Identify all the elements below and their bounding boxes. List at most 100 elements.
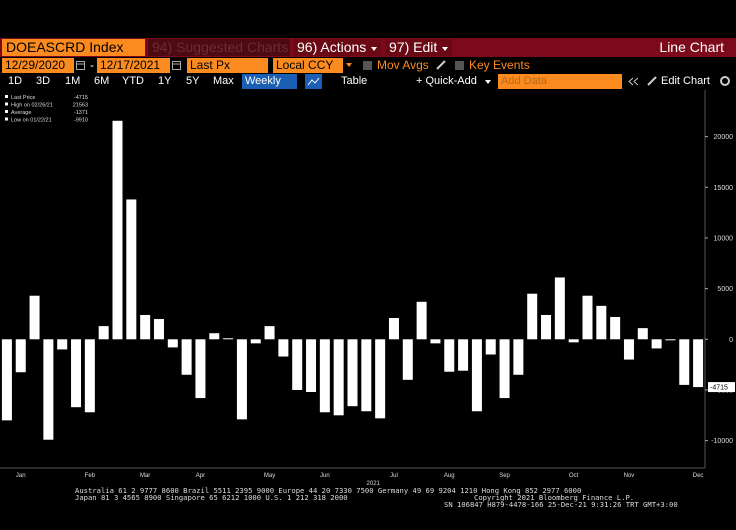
bar	[250, 339, 261, 344]
edit-chart[interactable]: Edit Chart	[661, 75, 710, 87]
bar	[430, 339, 441, 344]
edit-menu[interactable]: 97) Edit	[385, 39, 452, 56]
bar	[84, 339, 95, 413]
bar	[278, 339, 289, 357]
y-tick-label: 15000	[714, 185, 734, 192]
y-tick-label: 10000	[714, 235, 734, 242]
footer-text: Copyright 2021 Bloomberg Finance L.P.	[474, 493, 634, 502]
bar	[112, 120, 123, 340]
bar	[181, 339, 192, 375]
last-price-label: -4715	[710, 385, 728, 392]
y-tick-label: 20000	[714, 134, 734, 141]
bar	[458, 339, 469, 371]
checkbox[interactable]	[363, 61, 372, 70]
mov-avgs[interactable]: Mov Avgs	[377, 58, 429, 72]
bar	[1, 339, 12, 421]
last-price-box	[708, 382, 735, 393]
bar	[610, 317, 621, 340]
table-button[interactable]: Table	[341, 75, 368, 87]
bar	[651, 339, 662, 349]
calendar-icon[interactable]	[172, 60, 181, 70]
bar	[665, 339, 676, 341]
legend-label: Last Price	[11, 95, 35, 101]
y-tick-label: 5000	[717, 286, 733, 293]
bar	[416, 301, 427, 340]
bar	[527, 293, 538, 340]
bar	[57, 339, 68, 350]
suggested-charts[interactable]: 94) Suggested Charts	[148, 39, 290, 56]
bar	[402, 339, 413, 380]
frequency[interactable]: Weekly	[242, 74, 297, 89]
x-tick-label: Dec	[693, 473, 704, 479]
bar	[236, 339, 247, 420]
bar	[223, 338, 234, 340]
checkbox[interactable]	[455, 61, 464, 70]
period-button[interactable]: 6M	[94, 75, 110, 87]
end-date[interactable]: 12/17/2021	[97, 58, 170, 73]
dropdown-arrow[interactable]	[484, 78, 492, 86]
dropdown-arrow	[442, 47, 449, 51]
security-field[interactable]: DOEASCRD Index	[2, 39, 145, 56]
bar	[153, 319, 164, 340]
bar	[582, 295, 593, 340]
legend-label: Low on 01/22/21	[11, 118, 52, 124]
legend-swatch	[5, 117, 8, 121]
legend-swatch	[5, 95, 8, 98]
y-tick-label: 0	[729, 337, 733, 344]
collapse-icon[interactable]	[628, 77, 640, 86]
bar	[98, 326, 109, 340]
legend-label: Average	[11, 110, 31, 116]
period-button[interactable]: 1Y	[158, 75, 172, 87]
actions-menu[interactable]: 96) Actions	[293, 39, 381, 56]
bar	[485, 339, 496, 355]
quick-add[interactable]: + Quick-Add	[416, 75, 477, 87]
bar	[623, 339, 634, 360]
bar	[444, 339, 455, 372]
period-button[interactable]: 5Y	[186, 75, 200, 87]
bar	[471, 339, 482, 412]
bar	[195, 339, 206, 399]
bar	[167, 339, 178, 348]
pencil-icon[interactable]	[647, 76, 657, 86]
period-button[interactable]: 3D	[36, 75, 51, 87]
bar	[126, 199, 137, 340]
bar	[15, 339, 26, 373]
bar	[637, 328, 648, 340]
bar	[306, 339, 317, 392]
bar	[29, 295, 40, 340]
currency-field[interactable]: Local CCY	[273, 58, 343, 73]
year-label: 2021	[367, 481, 381, 487]
bar	[43, 339, 54, 440]
footer-text: SN 106847 H879-4478-166 25-Dec-21 9:31:2…	[444, 500, 678, 509]
period-button[interactable]: Max	[213, 75, 234, 87]
x-tick-label: Sep	[499, 473, 510, 479]
period-button[interactable]: 1D	[8, 75, 23, 87]
settings-icon[interactable]	[719, 75, 731, 87]
footer-text: Japan 81 3 4565 8900 Singapore 65 6212 1…	[75, 493, 348, 502]
bar	[140, 314, 151, 340]
x-tick-label: Mar	[140, 473, 150, 479]
add-data[interactable]: Add Data	[498, 74, 622, 89]
bar	[347, 339, 358, 407]
footer-text: Australia 61 2 9777 8600 Brazil 5511 239…	[75, 486, 581, 495]
bar	[333, 339, 344, 416]
bar	[209, 333, 220, 340]
dropdown-arrow[interactable]	[345, 61, 353, 69]
period-button[interactable]: YTD	[122, 75, 144, 87]
bar	[693, 339, 704, 388]
x-tick-label: Jun	[320, 473, 330, 479]
bar	[292, 339, 303, 390]
calendar-icon[interactable]	[76, 60, 85, 70]
chart-style-icon[interactable]	[305, 74, 322, 89]
bar	[375, 339, 386, 419]
start-date[interactable]: 12/29/2020	[2, 58, 74, 73]
price-field[interactable]: Last Px	[187, 58, 268, 73]
legend-label: High on 02/26/21	[11, 103, 53, 109]
pencil-icon[interactable]	[436, 60, 446, 70]
bar	[264, 326, 275, 340]
bar	[499, 339, 510, 399]
period-button[interactable]: 1M	[65, 75, 81, 87]
key-events[interactable]: Key Events	[469, 58, 530, 72]
